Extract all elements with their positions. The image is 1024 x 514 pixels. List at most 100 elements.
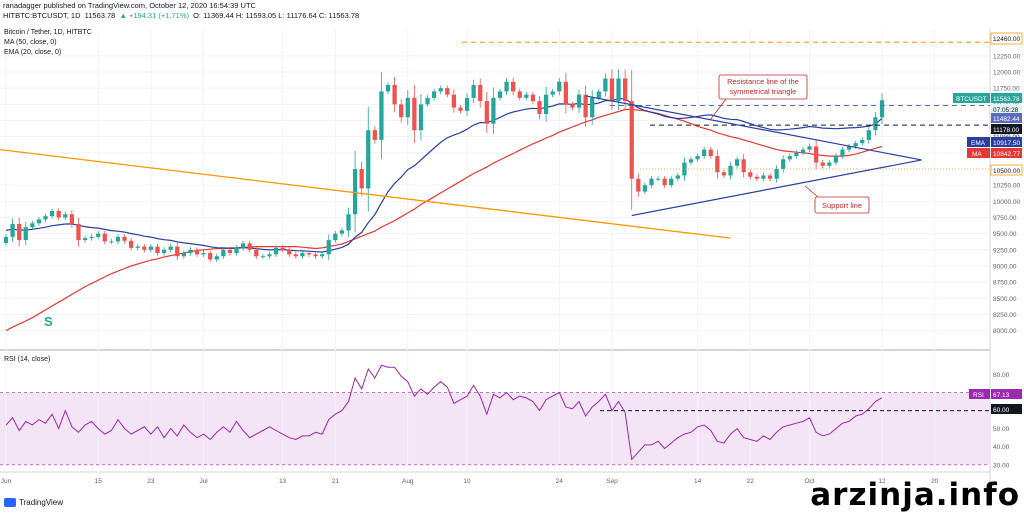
candle-body <box>399 104 404 118</box>
candle-body <box>227 249 233 254</box>
tag-11482 <box>991 113 1022 123</box>
tradingview-logo[interactable]: TradingView <box>4 498 63 507</box>
tag-btcusdt-label <box>953 93 990 103</box>
candle-body <box>484 101 489 124</box>
candle-body <box>530 94 536 102</box>
candle-body <box>300 253 305 257</box>
tag-rsi-value <box>991 389 1022 399</box>
candle-body <box>682 162 687 176</box>
candle-body <box>590 97 595 118</box>
legend-title: Bitcoin / Tether, 1D, HITBTC <box>4 29 92 36</box>
candle-body <box>109 241 114 243</box>
candle-body <box>89 236 94 239</box>
candle-body <box>827 162 832 166</box>
candle-body <box>866 130 871 140</box>
candle-body <box>96 233 101 237</box>
rsi-group <box>0 364 990 466</box>
rsi-tick-label: 30.00 <box>993 462 1010 469</box>
candle-body <box>155 246 160 254</box>
support-s-marker: S <box>44 314 53 329</box>
candle-body <box>10 223 15 237</box>
candle-body <box>379 91 384 140</box>
time-tick-label: Aug <box>402 478 414 485</box>
support-callout-text: Support line <box>822 201 862 210</box>
tag-rsi-60-text: 60.00 <box>993 407 1010 414</box>
candle-body <box>208 253 213 260</box>
drawings <box>0 41 990 239</box>
candle-body <box>122 236 127 241</box>
price-tick-label: 10250.00 <box>993 183 1020 190</box>
candle-body <box>333 233 338 241</box>
candle-body <box>392 84 397 105</box>
legend-ma: MA (50, close, 0) <box>4 39 57 46</box>
time-tick-label: 12 <box>878 478 886 485</box>
candles <box>3 69 885 263</box>
candle-body <box>629 101 634 179</box>
time-tick-label: 15 <box>95 478 103 485</box>
candle-body <box>820 162 825 166</box>
time-tick-label: 23 <box>147 478 155 485</box>
ohlc-values: O: 11369.44 H: 11593.05 L: 11176.64 C: 1… <box>193 11 360 20</box>
candle-body <box>846 146 852 150</box>
candle-body <box>767 175 773 179</box>
tag-ema-label-text: EMA <box>971 140 986 147</box>
time-tick-label: 10 <box>463 478 471 485</box>
candle-body <box>405 97 410 118</box>
price-tick-label: 8500.00 <box>993 296 1017 303</box>
resistance-callout-line2: symmetrical triangle <box>730 87 797 96</box>
triangle-resistance-line <box>585 95 922 161</box>
candle-body <box>517 91 522 98</box>
symbol-name: HITBTC:BTCUSDT, 1D <box>3 11 81 20</box>
candle-body <box>636 178 641 192</box>
candle-body <box>655 178 661 180</box>
price-chart[interactable]: 12250.0012000.0011750.0011500.0011250.00… <box>0 20 1024 496</box>
price-tick-label: 12250.00 <box>993 53 1020 60</box>
candle-body <box>609 78 615 102</box>
candle-body <box>787 156 792 160</box>
candle-body <box>352 168 358 215</box>
candle-body <box>280 247 285 250</box>
candle-body <box>537 101 542 115</box>
candle-body <box>339 230 345 234</box>
tag-ema-value-text: 10917.50 <box>993 140 1020 147</box>
tag-11178-text: 11178.00 <box>993 127 1020 134</box>
candle-body <box>267 254 272 257</box>
publisher-line: ranadagger published on TradingView.com,… <box>3 1 256 10</box>
ema20-line <box>5 97 883 253</box>
candle-body <box>431 91 437 98</box>
candle-body <box>412 97 417 131</box>
candle-body <box>675 175 680 179</box>
support-callout-pointer <box>804 185 819 198</box>
candle-body <box>616 78 621 102</box>
tag-btcusdt-label-text: BTCUSDT <box>956 96 987 103</box>
candle-body <box>168 246 173 250</box>
tag-ma-label-text: MA <box>972 151 982 158</box>
tag-11178 <box>991 124 1022 134</box>
price-change: ▲ +194.31 (+1.71%) <box>119 11 189 20</box>
price-tick-label: 9500.00 <box>993 231 1017 238</box>
candle-body <box>794 152 799 157</box>
time-tick-label: 13 <box>279 478 287 485</box>
candle-body <box>570 104 575 108</box>
price-pane <box>0 30 990 350</box>
rsi-tick-label: 80.00 <box>993 372 1010 379</box>
tag-ema-label <box>967 137 990 147</box>
candle-body <box>563 81 568 105</box>
candle-body <box>194 249 200 255</box>
candle-body <box>708 149 713 157</box>
time-tick-label: Jun <box>1 478 12 485</box>
candle-body <box>702 149 707 157</box>
time-axis[interactable]: Jun 15 23 Jul 13 21 Aug 10 24 Sep 14 22 Oct 12 20 <box>1 478 939 485</box>
candle-body <box>346 214 351 231</box>
tag-12460 <box>990 32 1023 45</box>
candle-body <box>201 253 206 255</box>
tag-rsi-60 <box>991 404 1022 414</box>
candle-body <box>43 216 48 220</box>
tag-11482-text: 11482.44 <box>993 116 1020 123</box>
tag-countdown-text: 07:05:28 <box>993 107 1019 114</box>
candle-body <box>30 223 35 228</box>
site-watermark: arzinja.info <box>810 477 1020 513</box>
candle-body <box>240 243 246 248</box>
legend-ema: EMA (20, close, 0) <box>4 49 61 56</box>
